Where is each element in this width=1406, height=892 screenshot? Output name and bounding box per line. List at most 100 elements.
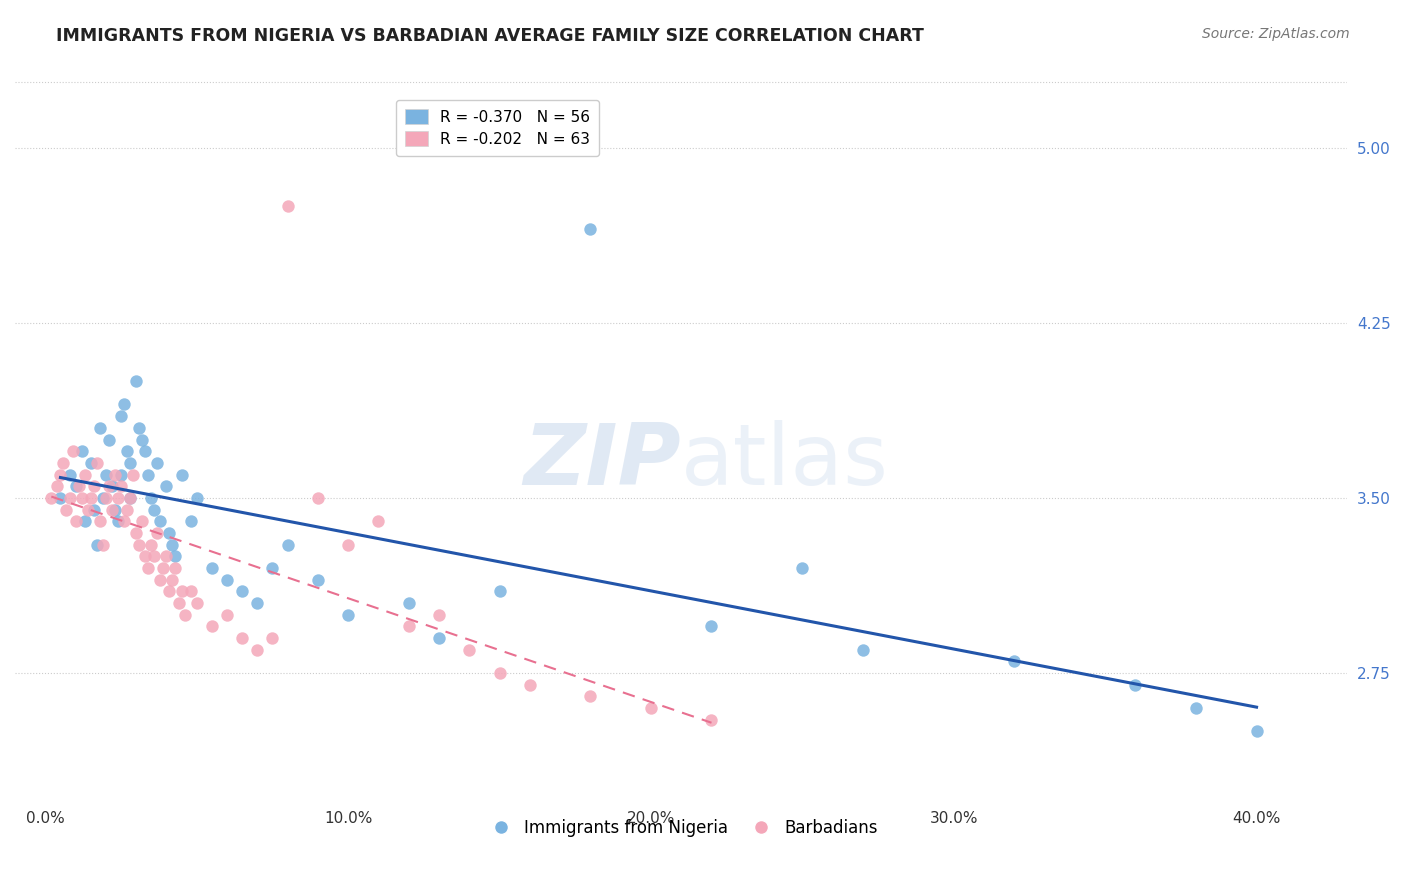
Point [173, 607, 195, 622]
Point [337, 607, 360, 622]
Point [136, 467, 159, 482]
Point [136, 561, 159, 575]
Point [167, 596, 190, 610]
Point [146, 525, 169, 540]
Point [488, 666, 510, 681]
Point [852, 642, 875, 657]
Point [141, 491, 163, 505]
Point [162, 573, 184, 587]
Point [1246, 724, 1268, 739]
Point [1125, 678, 1147, 692]
Point [112, 514, 135, 528]
Point [97, 479, 120, 493]
Point [149, 573, 172, 587]
Text: IMMIGRANTS FROM NIGERIA VS BARBADIAN AVERAGE FAMILY SIZE CORRELATION CHART: IMMIGRANTS FROM NIGERIA VS BARBADIAN AVE… [56, 27, 924, 45]
Point [122, 467, 145, 482]
Point [215, 607, 238, 622]
Point [107, 491, 129, 505]
Point [101, 479, 124, 493]
Point [143, 549, 166, 564]
Point [155, 479, 177, 493]
Point [700, 713, 723, 727]
Point [86, 456, 108, 470]
Point [277, 199, 299, 213]
Point [46, 479, 69, 493]
Point [80, 491, 103, 505]
Point [231, 584, 253, 599]
Point [162, 538, 184, 552]
Point [58, 491, 80, 505]
Point [215, 573, 238, 587]
Point [52, 456, 75, 470]
Text: ZIP: ZIP [523, 420, 681, 503]
Point [83, 502, 105, 516]
Point [231, 631, 253, 645]
Point [458, 642, 481, 657]
Point [62, 444, 84, 458]
Point [120, 491, 142, 505]
Point [86, 538, 108, 552]
Point [307, 491, 329, 505]
Point [134, 549, 156, 564]
Point [101, 502, 124, 516]
Point [262, 561, 284, 575]
Text: Source: ZipAtlas.com: Source: ZipAtlas.com [1202, 27, 1350, 41]
Point [277, 538, 299, 552]
Point [97, 433, 120, 447]
Point [186, 596, 208, 610]
Point [165, 561, 187, 575]
Point [143, 502, 166, 516]
Point [49, 467, 72, 482]
Point [131, 514, 153, 528]
Point [94, 491, 117, 505]
Point [579, 222, 602, 236]
Point [94, 467, 117, 482]
Point [165, 549, 187, 564]
Point [110, 479, 132, 493]
Point [115, 502, 138, 516]
Point [128, 421, 150, 435]
Point [131, 433, 153, 447]
Point [367, 514, 389, 528]
Point [41, 491, 63, 505]
Point [170, 467, 193, 482]
Point [792, 561, 814, 575]
Point [91, 491, 114, 505]
Point [170, 584, 193, 599]
Point [120, 456, 142, 470]
Point [146, 456, 169, 470]
Point [159, 525, 181, 540]
Point [112, 397, 135, 411]
Point [89, 421, 111, 435]
Point [65, 514, 87, 528]
Point [180, 584, 202, 599]
Point [1185, 701, 1208, 715]
Point [125, 525, 148, 540]
Point [201, 619, 224, 633]
Point [519, 678, 541, 692]
Point [65, 479, 87, 493]
Point [76, 502, 98, 516]
Point [55, 502, 77, 516]
Point [149, 514, 172, 528]
Point [141, 538, 163, 552]
Point [488, 584, 510, 599]
Point [110, 467, 132, 482]
Point [307, 573, 329, 587]
Point [201, 561, 224, 575]
Point [180, 514, 202, 528]
Point [337, 538, 360, 552]
Point [58, 467, 80, 482]
Point [398, 596, 420, 610]
Point [89, 514, 111, 528]
Point [91, 538, 114, 552]
Point [398, 619, 420, 633]
Point [427, 607, 450, 622]
Point [134, 444, 156, 458]
Point [262, 631, 284, 645]
Point [70, 444, 93, 458]
Point [70, 491, 93, 505]
Point [104, 502, 127, 516]
Point [80, 456, 103, 470]
Point [115, 444, 138, 458]
